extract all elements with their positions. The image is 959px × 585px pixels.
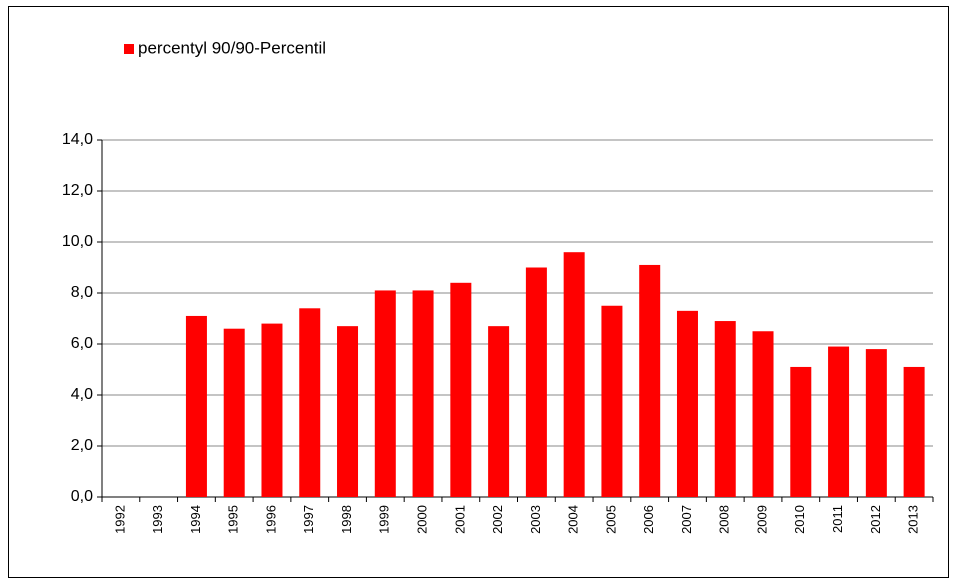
bar bbox=[223, 328, 245, 497]
bar bbox=[412, 290, 434, 497]
bar bbox=[450, 282, 472, 497]
bar bbox=[752, 331, 774, 497]
bar bbox=[676, 310, 698, 497]
bar bbox=[639, 264, 661, 497]
x-tick-label: 2013 bbox=[906, 505, 921, 534]
bar bbox=[903, 366, 925, 497]
x-tick-label: 2001 bbox=[452, 505, 467, 534]
x-tick-label: 1992 bbox=[112, 505, 127, 534]
x-tick-label: 1997 bbox=[301, 505, 316, 534]
x-tick-label: 1999 bbox=[377, 505, 392, 534]
x-tick-label: 1995 bbox=[226, 505, 241, 534]
x-tick-label: 2006 bbox=[641, 505, 656, 534]
x-tick-label: 2004 bbox=[566, 505, 581, 534]
y-tick-label: 4,0 bbox=[71, 386, 93, 403]
legend-label: percentyl 90/90-Percentil bbox=[138, 38, 326, 57]
x-tick-label: 2002 bbox=[490, 505, 505, 534]
x-tick-label: 1994 bbox=[188, 505, 203, 534]
x-tick-label: 1996 bbox=[263, 505, 278, 534]
x-tick-label: 2005 bbox=[603, 505, 618, 534]
bar bbox=[714, 321, 736, 497]
y-tick-label: 6,0 bbox=[71, 335, 93, 352]
bar bbox=[261, 323, 283, 497]
x-tick-label: 2009 bbox=[754, 505, 769, 534]
x-tick-label: 1998 bbox=[339, 505, 354, 534]
bar bbox=[828, 346, 850, 497]
x-tick-label: 2010 bbox=[792, 505, 807, 534]
x-tick-label: 2003 bbox=[528, 505, 543, 534]
x-tick-label: 2007 bbox=[679, 505, 694, 534]
bar bbox=[488, 326, 510, 497]
bar bbox=[337, 326, 359, 497]
y-tick-label: 14,0 bbox=[62, 131, 93, 148]
chart-border bbox=[8, 6, 949, 578]
y-tick-label: 12,0 bbox=[62, 182, 93, 199]
bar bbox=[299, 308, 321, 497]
y-tick-label: 8,0 bbox=[71, 284, 93, 301]
bar bbox=[185, 315, 207, 497]
x-tick-label: 2012 bbox=[868, 505, 883, 534]
y-tick-label: 10,0 bbox=[62, 233, 93, 250]
bar bbox=[865, 349, 887, 497]
x-tick-label: 1993 bbox=[150, 505, 165, 534]
y-tick-label: 0,0 bbox=[71, 488, 93, 505]
y-tick-label: 2,0 bbox=[71, 437, 93, 454]
x-tick-label: 2011 bbox=[830, 505, 845, 533]
bar bbox=[563, 252, 585, 497]
bar bbox=[374, 290, 396, 497]
bar bbox=[790, 366, 812, 497]
x-tick-label: 2000 bbox=[415, 505, 430, 534]
legend-swatch bbox=[124, 44, 134, 54]
x-tick-label: 2008 bbox=[717, 505, 732, 534]
bar bbox=[525, 267, 547, 497]
bar bbox=[601, 305, 623, 497]
